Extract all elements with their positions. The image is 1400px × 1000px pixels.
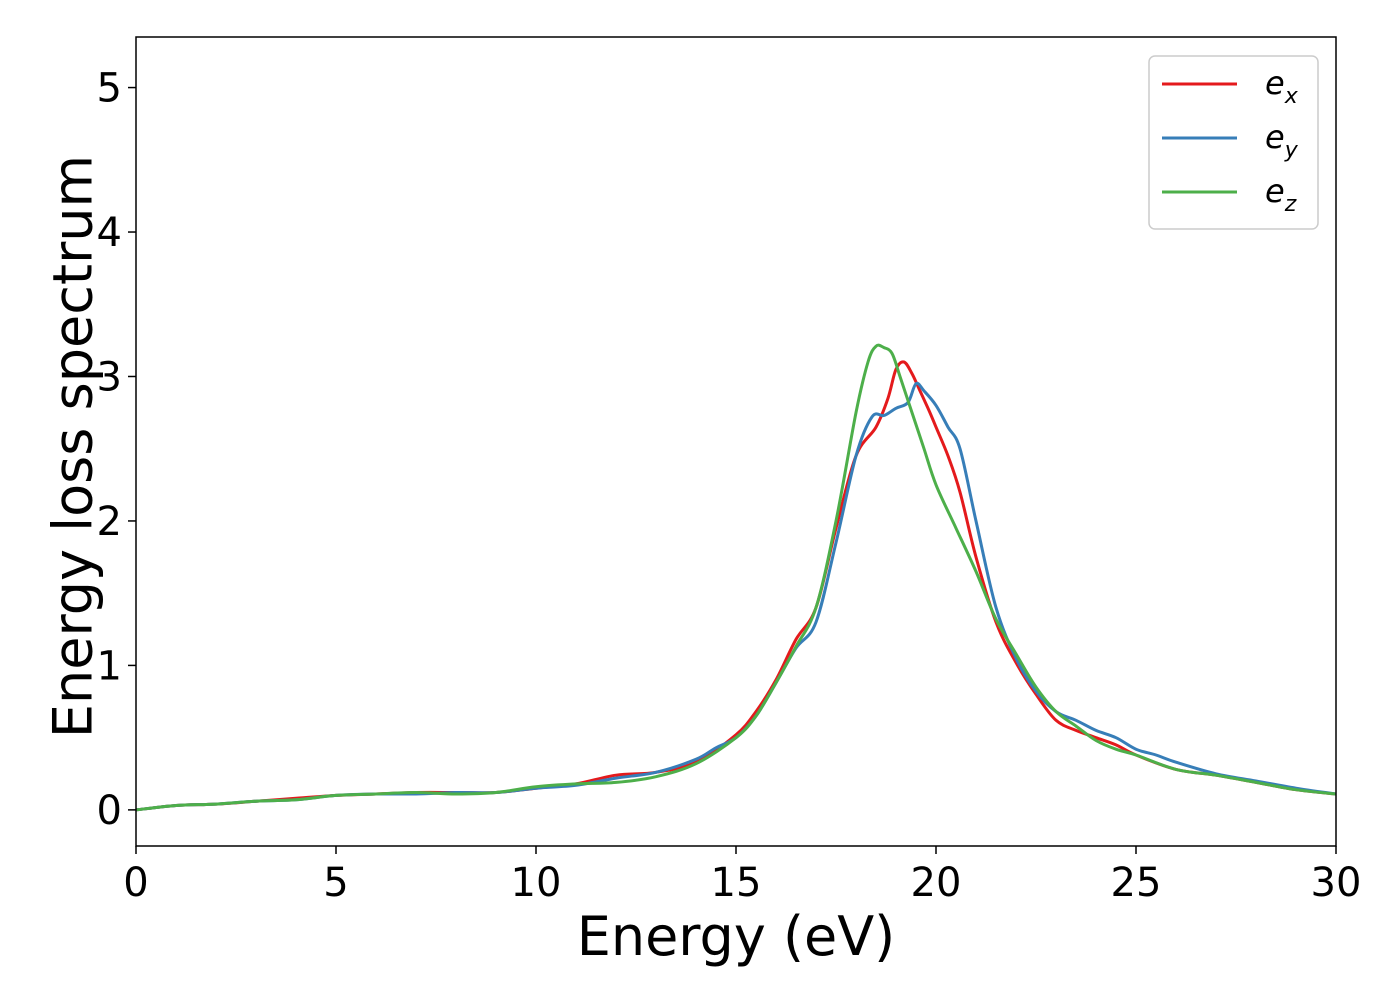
x-axis-ticks: 0 5 10 15 20 25 30	[123, 846, 1361, 906]
series-line-z	[135, 343, 1337, 812]
series-line-x	[135, 360, 1337, 812]
x-tick-label: 0	[123, 860, 148, 906]
y-tick-label: 3	[97, 354, 122, 400]
legend: ex ey ez	[1148, 55, 1319, 230]
legend-label-x: ex	[1265, 64, 1299, 109]
x-tick-label: 5	[323, 860, 348, 906]
series-line-y	[135, 381, 1337, 812]
x-tick-label: 15	[711, 860, 762, 906]
y-tick-label: 5	[97, 66, 122, 112]
legend-label-z: ez	[1265, 172, 1297, 217]
x-tick-label: 30	[1311, 860, 1362, 906]
x-axis-title: Energy (eV)	[577, 905, 896, 968]
legend-box	[1148, 55, 1319, 230]
y-tick-label: 0	[97, 788, 122, 834]
y-axis-ticks: 0 1 2 3 4 5	[97, 66, 136, 834]
plot-lines	[135, 343, 1337, 812]
y-tick-label: 1	[97, 643, 122, 689]
y-tick-label: 2	[97, 499, 122, 545]
legend-label-y: ey	[1265, 118, 1299, 163]
x-tick-label: 10	[511, 860, 562, 906]
y-axis-title: Energy loss spectrum	[42, 155, 105, 738]
x-tick-label: 25	[1111, 860, 1162, 906]
y-tick-label: 4	[97, 210, 122, 256]
x-tick-label: 20	[911, 860, 962, 906]
